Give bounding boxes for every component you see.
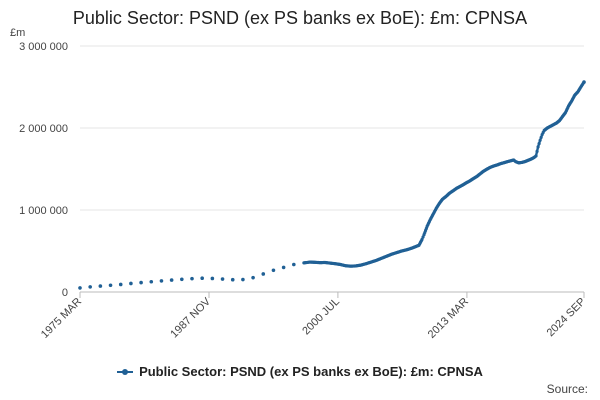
data-point [159, 279, 164, 283]
data-point [582, 80, 586, 84]
y-tick-label: 3 000 000 [19, 41, 68, 53]
source-label: Source: [546, 382, 588, 396]
legend-label: Public Sector: PSND (ex PS banks ex BoE)… [139, 364, 483, 379]
data-point [281, 265, 286, 270]
data-point [78, 286, 82, 290]
data-point [108, 283, 113, 288]
data-point [139, 280, 143, 285]
data-point [261, 272, 266, 276]
data-point [129, 281, 133, 286]
y-unit-label: £m [10, 27, 25, 39]
data-point [169, 278, 174, 282]
data-point [271, 268, 276, 273]
data-point [180, 277, 184, 282]
y-tick-label: 0 [62, 287, 68, 299]
y-tick-label: 1 000 000 [19, 205, 68, 217]
x-tick-label: 1975 MAR [39, 296, 84, 341]
x-tick-label: 2000 JUL [300, 296, 342, 338]
legend: Public Sector: PSND (ex PS banks ex BoE)… [0, 364, 600, 379]
x-tick-label: 2013 MAR [426, 296, 471, 341]
data-point [230, 277, 235, 282]
data-point [538, 138, 542, 142]
y-tick-label: 2 000 000 [19, 123, 68, 135]
data-point [539, 135, 543, 140]
legend-swatch [117, 368, 134, 375]
x-tick-label: 1987 NOV [168, 295, 213, 340]
data-point [535, 149, 539, 153]
data-point [190, 276, 194, 281]
gridlines [80, 45, 584, 293]
data-point [534, 154, 538, 158]
data-point [210, 276, 215, 281]
data-point [220, 277, 225, 281]
data-point [241, 277, 245, 282]
data-point [251, 275, 255, 280]
data-point [420, 237, 424, 242]
data-point [536, 145, 540, 149]
data-point [88, 285, 92, 289]
series-path [303, 81, 586, 268]
series-line [78, 80, 586, 290]
data-point [292, 262, 296, 267]
data-point [149, 279, 154, 284]
data-point [200, 276, 204, 281]
x-axis: 1975 MAR 1987 NOV 2000 JUL 2013 MAR 2024 SEP [39, 292, 588, 341]
y-axis: £m 0 1 000 000 2 000 000 3 000 000 [10, 27, 68, 299]
data-point [421, 235, 425, 239]
data-point [118, 282, 123, 287]
chart-title: Public Sector: PSND (ex PS banks ex BoE)… [72, 8, 528, 28]
x-tick-label: 2024 SEP [545, 296, 589, 340]
data-point [98, 284, 103, 288]
data-point [537, 141, 541, 146]
